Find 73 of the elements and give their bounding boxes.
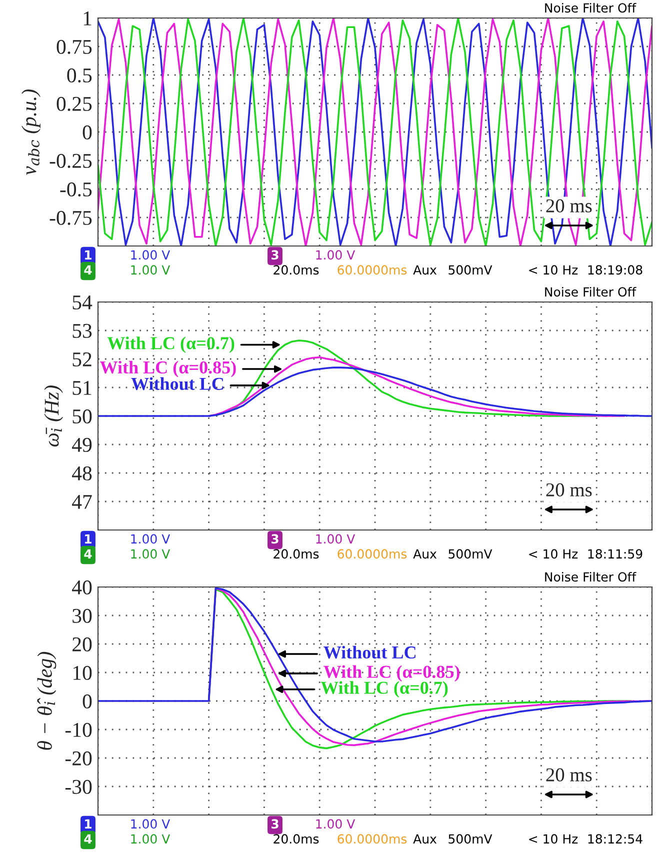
text: 500mV — [448, 265, 492, 275]
annotation: With LC (α=0.85) — [324, 665, 460, 682]
y-tick-label: -0.5 — [60, 182, 92, 197]
y-tick-label: 47 — [72, 495, 92, 509]
y-tick-label: 51 — [72, 380, 92, 395]
y-tick-label: 0.5 — [67, 68, 92, 83]
y-tick-label: 30 — [72, 608, 92, 623]
y-tick-label: 1 — [84, 11, 92, 26]
text: 20.0ms — [274, 834, 319, 844]
text: 18:19:08 — [588, 265, 642, 275]
text: 60.0000ms — [338, 265, 407, 275]
text: 500mV — [448, 549, 492, 559]
text: < 10 Hz — [529, 549, 578, 559]
y-tick-label: -30 — [65, 780, 92, 794]
annotation: Without LC — [131, 377, 224, 390]
y-tick-label: 0 — [82, 125, 92, 140]
y-tick-label: 20 — [72, 637, 92, 652]
y-axis-title: v$_{abc}$ (p.u.) — [22, 89, 40, 176]
annotation: With LC (α=0.7) — [320, 681, 448, 698]
annotation: 20 ms — [546, 768, 592, 782]
text: 18:12:54 — [588, 834, 642, 844]
text: 20.0ms — [274, 265, 319, 275]
text: Aux — [413, 265, 437, 275]
text: Noise Filter Off — [545, 572, 636, 582]
annotation: With LC (α=0.85) — [100, 360, 236, 378]
y-tick-label: -10 — [65, 722, 92, 737]
text: 1.00 V — [316, 819, 356, 829]
text: 4 — [84, 549, 92, 558]
text: 1.00 V — [131, 250, 170, 260]
text: 1.00 V — [131, 834, 170, 844]
text: 18:11:59 — [588, 549, 642, 559]
annotation: Without LC — [324, 646, 416, 659]
y-tick-label: 40 — [72, 580, 92, 594]
text: 1.00 V — [316, 534, 356, 544]
text: 4 — [84, 265, 92, 274]
y-tick-label: 52 — [72, 352, 92, 366]
text: < 10 Hz — [529, 834, 578, 844]
y-tick-label: -0.75 — [50, 210, 92, 226]
text: Aux — [413, 834, 437, 844]
y-tick-label: -0.25 — [50, 154, 92, 168]
text: 4 — [84, 834, 92, 844]
text: 1.00 V — [131, 549, 170, 559]
y-axis-title: ω̄$_{i}$ (Hz) — [44, 386, 64, 447]
annotation: 20 ms — [546, 199, 592, 212]
text: 3 — [271, 534, 278, 544]
text: 3 — [271, 819, 278, 829]
annotation: 20 ms — [546, 483, 592, 496]
text: 60.0000ms — [338, 834, 407, 844]
y-tick-label: 0.75 — [56, 40, 92, 54]
text: Aux — [413, 549, 437, 559]
text: Noise Filter Off — [545, 286, 636, 297]
y-tick-label: 50 — [72, 409, 92, 424]
text: Noise Filter Off — [545, 2, 636, 13]
text: 1.00 V — [131, 819, 170, 829]
y-tick-label: 54 — [72, 296, 92, 310]
y-tick-label: 49 — [72, 438, 92, 452]
text: 1.00 V — [131, 534, 170, 544]
text: < 10 Hz — [529, 265, 578, 275]
y-tick-label: 53 — [72, 324, 92, 338]
y-tick-label: -20 — [65, 751, 92, 766]
text: 3 — [271, 250, 278, 260]
y-tick-label: 10 — [73, 666, 92, 680]
line-series — [98, 18, 652, 246]
text: 1.00 V — [131, 265, 170, 275]
annotation: With LC (α=0.7) — [107, 336, 234, 353]
text: 1.00 V — [316, 250, 356, 260]
text: 60.0000ms — [338, 549, 407, 559]
y-tick-label: 0.25 — [56, 96, 92, 112]
y-tick-label: 48 — [72, 466, 92, 480]
text: 20.0ms — [274, 549, 319, 559]
text: 500mV — [448, 834, 492, 844]
y-axis-title: θ − θ̂$_{i}$ (deg) — [37, 652, 56, 750]
y-tick-label: 0 — [82, 694, 92, 708]
